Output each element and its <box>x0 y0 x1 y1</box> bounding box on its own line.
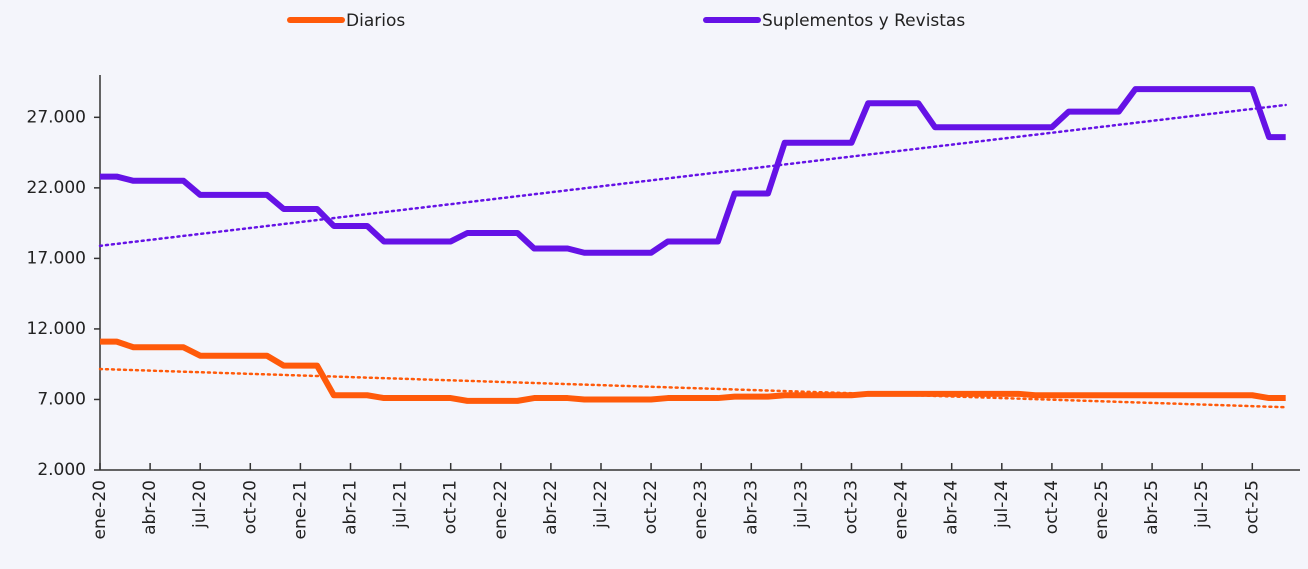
y-tick-label: 7.000 <box>37 389 86 409</box>
x-tick-label: ene-24 <box>892 480 912 539</box>
x-tick-label: oct-23 <box>842 480 862 534</box>
x-tick-label: ene-23 <box>691 480 711 539</box>
series-line <box>100 86 1286 256</box>
x-tick-label: abr-21 <box>341 480 361 535</box>
x-tick-label: jul-22 <box>591 480 611 529</box>
trend-line <box>98 367 1287 409</box>
x-tick-label: oct-24 <box>1042 480 1062 534</box>
x-tick-label: ene-25 <box>1092 480 1112 539</box>
x-tick-label: ene-22 <box>491 480 511 539</box>
y-tick-label: 17.000 <box>27 248 86 268</box>
x-tick-label: oct-25 <box>1242 480 1262 534</box>
x-tick-label: oct-22 <box>641 480 661 534</box>
y-tick-label: 22.000 <box>27 178 86 198</box>
legend-label: Suplementos y Revistas <box>762 11 965 31</box>
x-tick-label: ene-21 <box>290 480 310 539</box>
x-tick-label: abr-25 <box>1142 480 1162 535</box>
x-tick-label: abr-24 <box>942 480 962 535</box>
x-tick-label: jul-24 <box>992 480 1012 529</box>
y-tick-label: 27.000 <box>27 107 86 127</box>
series-line <box>100 338 1286 404</box>
y-tick-label: 12.000 <box>27 319 86 339</box>
x-tick-label: oct-21 <box>441 480 461 534</box>
x-tick-label: jul-21 <box>391 480 411 529</box>
y-tick-label: 2.000 <box>37 460 86 480</box>
x-tick-label: abr-23 <box>741 480 761 535</box>
x-tick-label: abr-20 <box>140 480 160 535</box>
x-tick-label: oct-20 <box>240 480 260 534</box>
x-tick-label: jul-25 <box>1192 480 1212 529</box>
trend-line <box>98 103 1287 248</box>
x-tick-label: ene-20 <box>90 480 110 539</box>
x-tick-label: abr-22 <box>541 480 561 535</box>
x-tick-label: jul-23 <box>791 480 811 529</box>
legend-label: Diarios <box>346 11 405 31</box>
x-tick-label: jul-20 <box>190 480 210 529</box>
